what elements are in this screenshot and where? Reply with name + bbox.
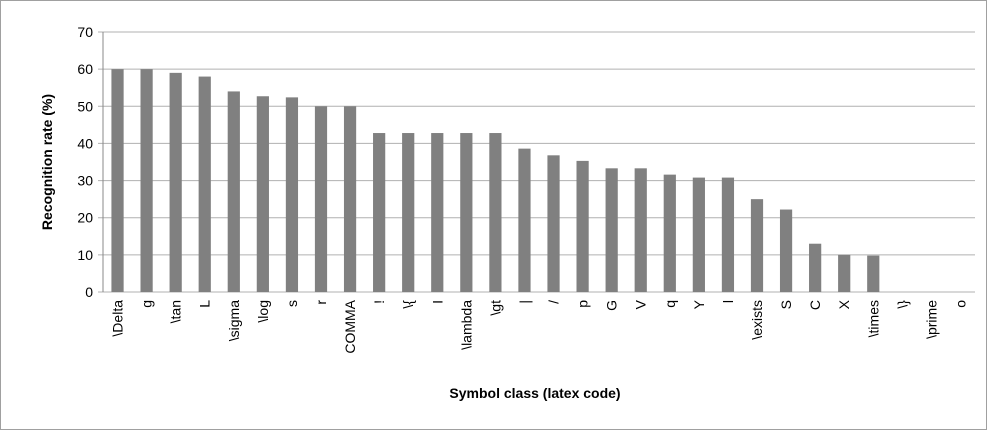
bar (343, 106, 357, 293)
bar (518, 148, 531, 292)
x-tick-label: \sigma (226, 300, 242, 341)
y-axis-title: Recognition rate (%) (39, 94, 55, 230)
x-tick-label: \Delta (110, 300, 126, 337)
x-tick-label: ! (371, 300, 387, 304)
x-tick-label: G (604, 300, 620, 311)
bar (227, 91, 240, 292)
bar (140, 69, 153, 293)
x-tick-label: L (197, 300, 213, 308)
bar (373, 133, 386, 292)
x-tick-label: V (633, 299, 649, 309)
bar (692, 177, 705, 292)
x-tick-label: Y (691, 299, 707, 309)
x-tick-label: g (139, 300, 155, 308)
bar (256, 96, 269, 292)
y-tick-label: 0 (85, 284, 93, 300)
x-tick-label: r (313, 300, 329, 305)
bar (314, 106, 328, 293)
bar (867, 255, 880, 292)
x-tick-label: C (807, 300, 823, 310)
x-axis-title: Symbol class (latex code) (449, 385, 620, 401)
x-tick-label: p (575, 300, 591, 308)
x-tick-label: \lambda (458, 300, 474, 350)
x-tick-label: \log (255, 300, 271, 323)
x-tick-label: \{ (400, 300, 416, 309)
x-tick-label: I (429, 300, 445, 304)
y-tick-label: 10 (77, 247, 93, 263)
bar (721, 177, 735, 292)
bar (663, 174, 676, 292)
x-tick-label: q (662, 300, 678, 308)
y-tick-label: 70 (77, 24, 93, 40)
y-tick-label: 20 (77, 210, 93, 226)
x-tick-label: \gt (487, 300, 503, 316)
x-tick-label: \times (865, 300, 881, 337)
bar (198, 76, 211, 292)
x-tick-label: \} (894, 300, 910, 309)
bar (779, 209, 793, 292)
y-tick-label: 40 (77, 135, 93, 151)
bar (838, 254, 851, 292)
bar (605, 168, 618, 292)
bar (489, 133, 502, 292)
bar (750, 199, 764, 292)
x-tick-label: s (284, 300, 300, 307)
x-tick-label: | (516, 300, 532, 304)
bar (576, 160, 589, 292)
x-tick-label: / (546, 300, 562, 304)
x-tick-label: o (952, 300, 968, 308)
y-tick-label: 30 (77, 173, 93, 189)
y-tick-label: 50 (77, 98, 93, 114)
x-tick-label: l (720, 300, 736, 303)
bar (634, 168, 647, 292)
bar (402, 133, 415, 292)
x-tick-label: X (836, 299, 852, 309)
x-tick-label: \tan (168, 300, 184, 323)
bar (111, 69, 124, 293)
bar (809, 243, 822, 292)
x-tick-label: S (778, 300, 794, 309)
bar (285, 97, 299, 292)
bar (431, 133, 444, 292)
bar (547, 155, 560, 292)
bar (460, 133, 473, 292)
x-tick-label: \exists (749, 300, 765, 340)
x-tick-label: \prime (923, 300, 939, 339)
x-tick-label: COMMA (342, 299, 358, 353)
y-tick-label: 60 (77, 61, 93, 77)
bar (169, 72, 182, 292)
